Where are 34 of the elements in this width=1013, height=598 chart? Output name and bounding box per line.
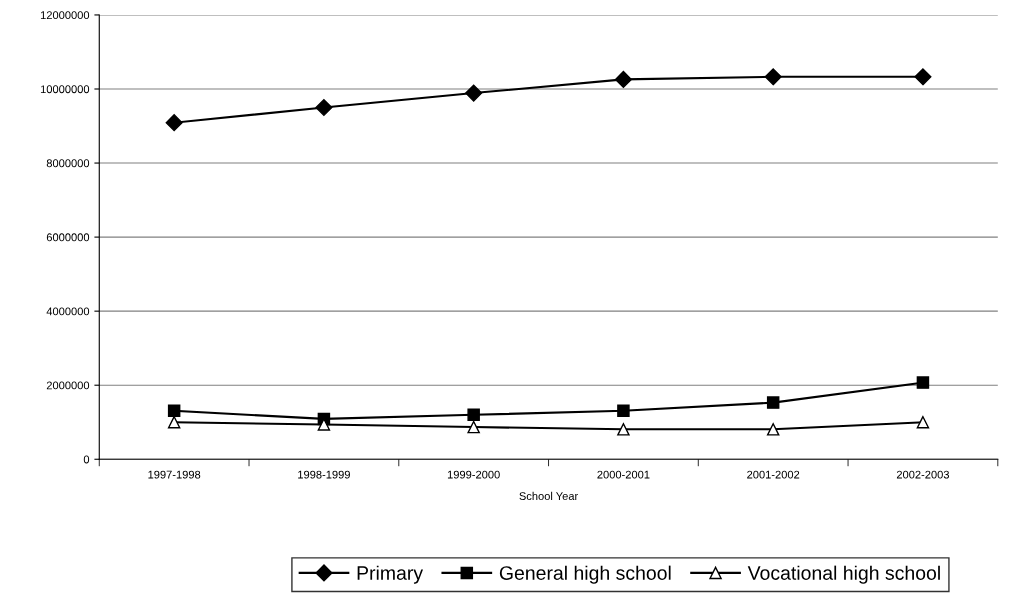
y-tick-label: 2000000 xyxy=(46,381,90,390)
point xyxy=(916,415,930,429)
x-tick-label: 1999-2000 xyxy=(447,470,500,479)
point xyxy=(766,423,780,436)
point xyxy=(167,415,181,429)
point xyxy=(617,423,630,436)
x-axis-title: School Year xyxy=(519,491,579,501)
point xyxy=(617,404,630,418)
y-tick-label: 4000000 xyxy=(46,307,90,316)
legend-label: Vocational high school xyxy=(747,565,940,584)
point xyxy=(914,68,932,86)
point xyxy=(317,418,331,431)
x-tick-label: 2002-2003 xyxy=(896,470,950,479)
point xyxy=(165,114,183,132)
point xyxy=(167,404,181,418)
legend-label: General high school xyxy=(499,565,671,584)
point xyxy=(465,84,483,102)
y-tick-label: 6000000 xyxy=(46,233,90,242)
y-tick-label: 8000000 xyxy=(46,159,90,168)
legend-label: Primary xyxy=(357,565,424,584)
y-tick-label: 10000000 xyxy=(40,85,90,94)
point xyxy=(766,396,780,409)
y-tick-label: 0 xyxy=(83,455,90,464)
point xyxy=(614,70,632,88)
point xyxy=(764,68,782,86)
point xyxy=(916,376,930,389)
y-tick-label: 12000000 xyxy=(40,11,90,20)
x-tick-label: 1998-1999 xyxy=(298,470,350,479)
x-tick-label: 2001-2002 xyxy=(747,470,800,479)
point xyxy=(467,420,480,434)
x-tick-label: 1997-1998 xyxy=(148,470,201,479)
point xyxy=(467,408,480,422)
x-tick-label: 2000-2001 xyxy=(597,470,650,479)
point xyxy=(315,98,333,117)
